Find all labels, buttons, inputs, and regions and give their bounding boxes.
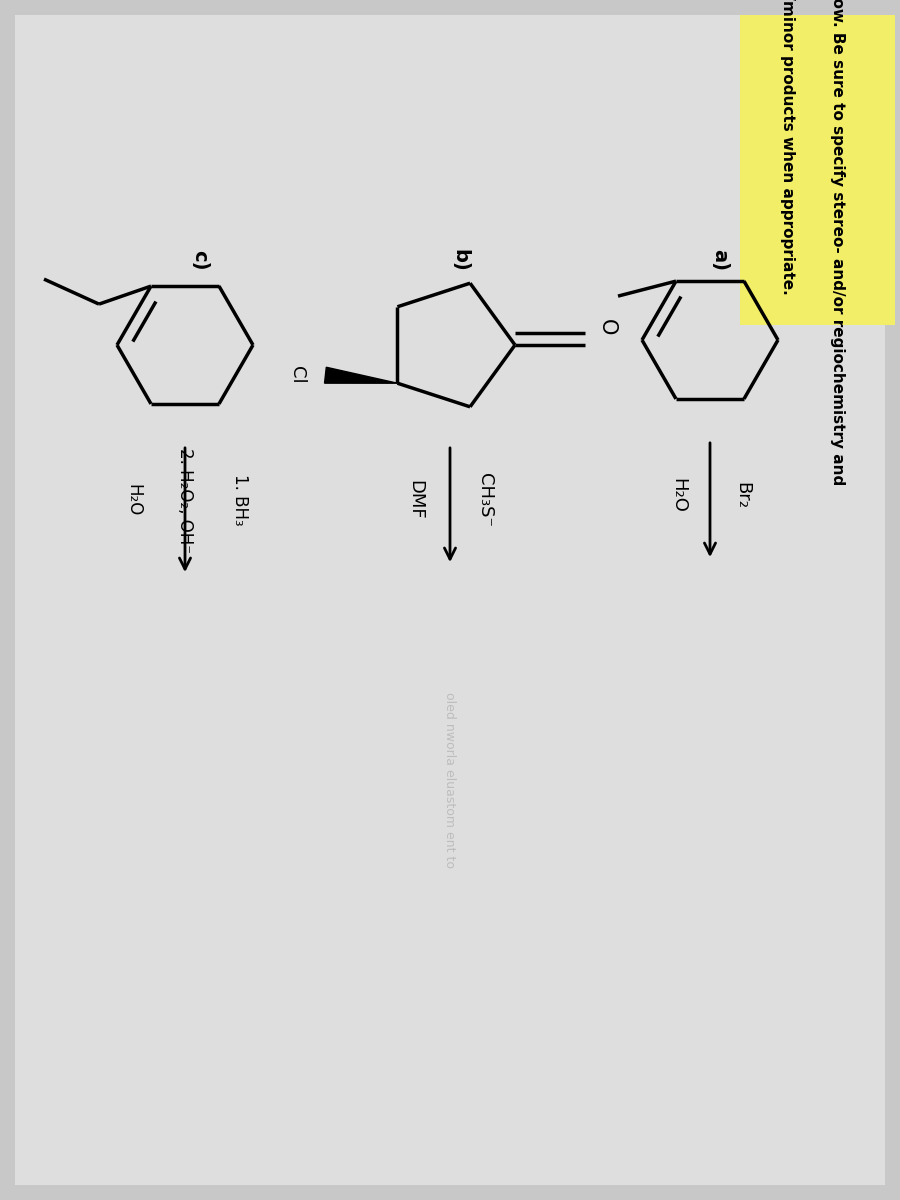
- Text: c): c): [191, 250, 210, 270]
- Text: H₂O: H₂O: [669, 478, 687, 512]
- Text: CH₃S⁻: CH₃S⁻: [476, 473, 494, 527]
- Text: b): b): [451, 248, 470, 271]
- Text: a): a): [710, 248, 730, 271]
- Polygon shape: [325, 367, 398, 383]
- Text: O: O: [597, 319, 617, 335]
- Text: Cl: Cl: [288, 366, 306, 384]
- Text: DMF: DMF: [406, 480, 424, 520]
- Text: 1. BH₃: 1. BH₃: [231, 474, 249, 526]
- Text: H₂O: H₂O: [124, 484, 142, 516]
- Text: Draw the product of the reactions below. Be sure to specify stereo- and/or regio: Draw the product of the reactions below.…: [830, 0, 845, 486]
- Bar: [740, 14, 895, 325]
- Text: Br₂: Br₂: [733, 481, 751, 509]
- Text: oled nworla eluastom ent to: oled nworla eluastom ent to: [444, 692, 456, 868]
- Text: major/minor products when appropriate.: major/minor products when appropriate.: [780, 0, 795, 295]
- Text: 2. H₂O₂, OH⁻: 2. H₂O₂, OH⁻: [176, 448, 194, 552]
